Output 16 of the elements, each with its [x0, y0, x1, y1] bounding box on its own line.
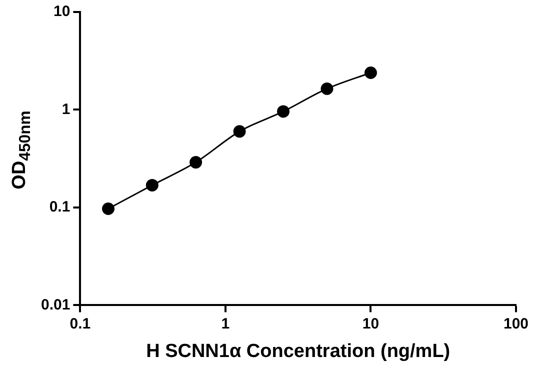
x-tick-label: 10	[362, 315, 380, 332]
x-tick-label: 1	[221, 315, 230, 332]
point	[233, 125, 246, 138]
x-tick-label: 100	[503, 315, 529, 332]
point	[364, 66, 377, 79]
y-tick-label: 0.1	[49, 198, 70, 216]
y-tick-label: 1	[62, 100, 70, 118]
y-tick-label: 10	[54, 3, 70, 20]
point	[102, 202, 114, 216]
x-axis-title: H SCNN1α Concentration (ng/mL)	[146, 340, 450, 362]
y-tick-label: 0.01	[40, 296, 70, 314]
point	[146, 178, 158, 192]
point	[190, 156, 202, 169]
point	[320, 82, 334, 95]
point	[277, 105, 290, 118]
x-tick-label: 0.1	[70, 315, 91, 332]
